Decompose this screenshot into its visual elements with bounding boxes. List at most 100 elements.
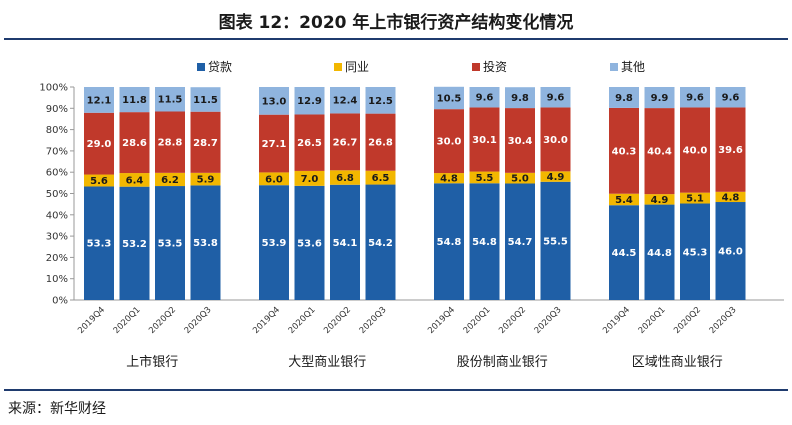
bar-segment (644, 194, 675, 205)
data-label: 26.7 (333, 137, 358, 148)
x-tick-label: 2020Q3 (708, 305, 739, 336)
bar-segment (330, 170, 360, 185)
legend-label: 贷款 (208, 60, 232, 74)
bar-segment (609, 193, 639, 206)
title-underline (4, 38, 788, 40)
bar-segment (190, 185, 221, 300)
data-label: 54.2 (368, 238, 393, 249)
data-label: 13.0 (262, 96, 287, 107)
data-label: 54.8 (437, 237, 462, 248)
bar-segment (294, 87, 325, 115)
bar-segment (540, 181, 571, 300)
bar-segment (505, 87, 535, 109)
bar-segment (119, 112, 150, 174)
bar-segment (609, 87, 639, 108)
data-label: 11.5 (158, 95, 183, 106)
bar-segment (365, 87, 396, 114)
data-label: 5.4 (615, 195, 633, 206)
y-tick-label: 0% (52, 296, 68, 307)
x-tick-label: 2020Q2 (672, 305, 703, 336)
source-divider (4, 389, 788, 391)
data-label: 5.1 (686, 194, 704, 205)
bar-segment (84, 174, 114, 187)
bar-segment (84, 112, 114, 175)
bar-segment (644, 204, 675, 300)
legend-label: 其他 (621, 60, 645, 74)
data-label: 40.0 (683, 146, 708, 157)
data-label: 30.1 (472, 135, 497, 146)
x-tick-label: 2020Q2 (322, 305, 353, 336)
bar-segment (330, 184, 360, 300)
group-label: 股份制商业银行 (457, 355, 548, 370)
legend-swatch (610, 63, 618, 71)
source-note: 来源：新华财经 (8, 401, 106, 417)
x-tick-label: 2019Q4 (251, 305, 282, 336)
data-label: 30.0 (543, 135, 568, 146)
data-label: 9.9 (651, 93, 669, 104)
bar-segment (259, 114, 289, 173)
data-label: 6.4 (126, 175, 144, 186)
bar-segment (644, 108, 675, 195)
bar-segment (715, 87, 746, 108)
data-label: 28.8 (158, 138, 183, 149)
data-label: 45.3 (683, 247, 708, 258)
bar-segment (119, 186, 150, 300)
x-tick-label: 2020Q3 (183, 305, 214, 336)
bar-segment (84, 87, 114, 113)
data-label: 39.6 (718, 145, 743, 156)
data-label: 54.1 (333, 238, 358, 249)
data-label: 6.5 (372, 173, 390, 184)
legend-label: 投资 (483, 59, 507, 74)
data-label: 30.0 (437, 137, 462, 148)
bar-segment (259, 87, 289, 115)
data-label: 12.9 (297, 96, 322, 107)
bar-segment (469, 171, 500, 184)
bar-segment (259, 185, 289, 300)
bar-segment (294, 114, 325, 171)
bar-segment (609, 107, 639, 194)
chart-title: 图表 12：2020 年上市银行资产结构变化情况 (218, 13, 574, 33)
bar-segment (434, 109, 464, 174)
data-label: 12.1 (87, 95, 112, 106)
data-label: 5.5 (476, 173, 494, 184)
y-tick-label: 30% (46, 232, 68, 243)
data-label: 30.4 (508, 136, 533, 147)
bar-segment (365, 184, 396, 300)
bar-segment (434, 183, 464, 300)
data-label: 5.6 (90, 176, 108, 187)
y-tick-label: 20% (46, 253, 68, 264)
bar-segment (469, 183, 500, 300)
bar-segment (715, 191, 746, 203)
bar-segment (119, 173, 150, 187)
data-label: 28.7 (193, 138, 218, 149)
bar-segment (259, 172, 289, 186)
y-tick-label: 100% (39, 83, 68, 94)
data-label: 46.0 (718, 247, 743, 258)
bar-segment (434, 173, 464, 184)
legend-swatch (472, 63, 480, 71)
data-label: 9.8 (615, 93, 633, 104)
y-tick-label: 10% (46, 274, 68, 285)
x-tick-label: 2020Q2 (147, 305, 178, 336)
data-label: 7.0 (301, 174, 319, 185)
bar-segment (330, 113, 360, 171)
data-label: 28.6 (122, 138, 147, 149)
legend-swatch (334, 63, 342, 71)
bar-segment (680, 107, 710, 193)
x-tick-label: 2020Q3 (358, 305, 389, 336)
x-tick-label: 2020Q1 (287, 305, 318, 336)
bar-segment (540, 107, 571, 172)
group-label: 区域性商业银行 (632, 355, 723, 370)
data-label: 9.6 (476, 93, 494, 104)
bar-segment (540, 87, 571, 108)
data-label: 4.8 (440, 174, 458, 185)
y-tick-label: 80% (46, 125, 68, 136)
bar-segment (505, 183, 535, 300)
group-label: 大型商业银行 (288, 355, 366, 370)
data-label: 55.5 (543, 236, 568, 247)
x-tick-label: 2020Q3 (533, 305, 564, 336)
data-label: 54.7 (508, 237, 533, 248)
x-tick-label: 2020Q2 (497, 305, 528, 336)
data-label: 53.6 (297, 238, 322, 249)
x-tick-label: 2019Q4 (76, 305, 107, 336)
